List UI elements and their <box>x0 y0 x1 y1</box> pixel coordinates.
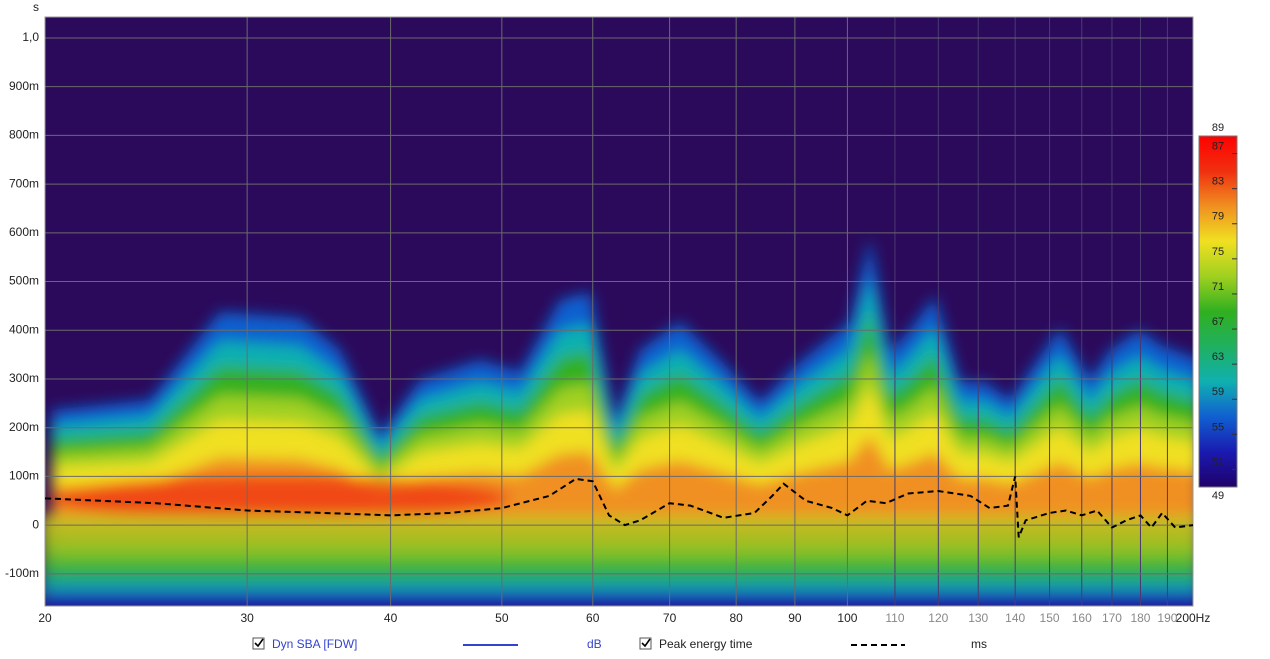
y-tick-label: 600m <box>9 225 39 239</box>
legend-label: Dyn SBA [FDW] <box>272 637 357 651</box>
x-tick-label: 20 <box>38 611 52 625</box>
legend-unit: dB <box>587 637 602 651</box>
heat-peak <box>50 476 510 520</box>
check-mark <box>641 638 651 648</box>
y-unit: s <box>33 0 39 14</box>
x-tick-label: 110 <box>885 611 904 625</box>
colorbar-min-label: 49 <box>1212 490 1224 502</box>
x-tick-label: 130 <box>968 611 988 625</box>
x-tick-label: 170 <box>1102 611 1122 625</box>
colorbar-max-label: 89 <box>1212 122 1224 134</box>
heat-low <box>45 515 1193 605</box>
y-tick-label: 200m <box>9 420 39 434</box>
colorbar-tick-label: 63 <box>1212 351 1224 363</box>
y-tick-label: 300m <box>9 371 39 385</box>
colorbar-tick-label: 67 <box>1212 316 1224 328</box>
y-tick-label: 700m <box>9 176 39 190</box>
colorbar-tick-label: 71 <box>1212 281 1224 293</box>
y-tick-label: 400m <box>9 322 39 336</box>
colorbar-tick-label: 59 <box>1212 386 1224 398</box>
x-tick-label: 70 <box>663 611 677 625</box>
colorbar-tick-label: 79 <box>1212 211 1224 223</box>
x-tick-label: 180 <box>1130 611 1150 625</box>
colorbar-tick-label: 87 <box>1212 140 1224 152</box>
heatmap <box>45 238 1193 606</box>
x-tick-label: 30 <box>240 611 254 625</box>
colorbar-tick-label: 75 <box>1212 246 1224 258</box>
check-mark <box>254 638 264 648</box>
y-tick-label: 1,0 <box>22 30 39 44</box>
legend-label: Peak energy time <box>659 637 753 651</box>
checkbox[interactable] <box>639 637 652 650</box>
grid <box>44 17 1194 606</box>
y-tick-label: 900m <box>9 79 39 93</box>
checkbox[interactable] <box>252 637 265 650</box>
colorbar-tick-label: 55 <box>1212 421 1224 433</box>
peak-energy-line <box>44 476 1194 538</box>
colorbar-tick-label: 83 <box>1212 176 1224 188</box>
x-tick-label: 60 <box>586 611 600 625</box>
y-tick-label: 0 <box>32 517 39 531</box>
x-tick-label: 80 <box>729 611 743 625</box>
heat-floor <box>45 596 1193 606</box>
x-tick-label: 40 <box>384 611 398 625</box>
x-tick-label: 50 <box>495 611 509 625</box>
x-tick-label: 150 <box>1040 611 1060 625</box>
y-tick-label: 500m <box>9 274 39 288</box>
legend: Dyn SBA [FDW] dB Peak energy time ms <box>252 637 987 651</box>
x-tick-label: 100 <box>837 611 857 625</box>
colorbar-scale <box>1198 135 1238 488</box>
x-tick-label: 120 <box>928 611 948 625</box>
x-tick-label: 160 <box>1072 611 1092 625</box>
legend-unit: ms <box>971 637 987 651</box>
y-tick-label: -100m <box>5 566 39 580</box>
legend-item[interactable]: Peak energy time ms <box>639 637 987 651</box>
x-tick-label: 140 <box>1005 611 1025 625</box>
colorbar-tick-label: 51 <box>1212 456 1224 468</box>
colorbar: 51 55 59 63 67 71 75 79 83 87 89 49 <box>1198 122 1238 502</box>
y-tick-label: 100m <box>9 469 39 483</box>
x-tick-label: 200Hz <box>1176 611 1211 625</box>
y-tick-label: 800m <box>9 128 39 142</box>
x-tick-label: 90 <box>788 611 802 625</box>
legend-item[interactable]: Dyn SBA [FDW] dB <box>252 637 602 651</box>
plot-border <box>44 16 1194 607</box>
heatmap-image <box>45 238 1193 606</box>
x-tick-label: 190 <box>1157 611 1177 625</box>
